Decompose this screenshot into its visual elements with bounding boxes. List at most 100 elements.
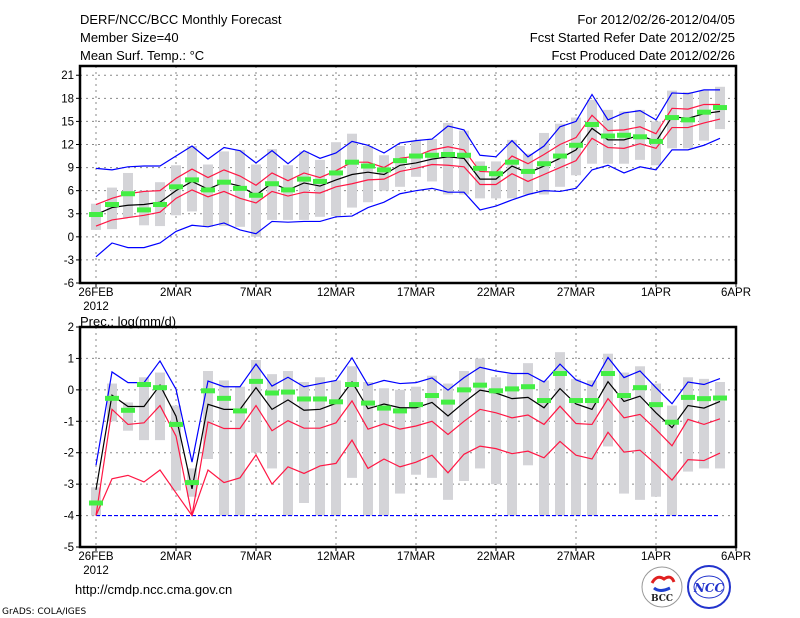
x-tick-label: 27MAR <box>557 551 595 563</box>
observation-marker <box>681 394 695 400</box>
ensemble-range-bar <box>507 139 517 199</box>
observation-marker <box>201 187 215 193</box>
observation-marker <box>473 165 487 171</box>
series-max-line <box>95 356 721 466</box>
y-tick-label: 12 <box>61 139 74 151</box>
observation-marker <box>601 133 615 139</box>
observation-marker <box>329 170 343 176</box>
observation-marker <box>169 421 183 427</box>
x-tick-label: 7MAR <box>240 551 272 563</box>
ensemble-range-bar <box>219 151 229 227</box>
y-tick-label: 15 <box>61 116 74 128</box>
observation-marker <box>505 159 519 165</box>
observation-marker <box>649 402 663 408</box>
ensemble-range-bar <box>523 153 533 195</box>
ensemble-range-bar <box>171 405 181 491</box>
ensemble-range-bar <box>459 130 469 195</box>
x-tick-label: 6APR <box>721 551 751 563</box>
observation-marker <box>489 171 503 177</box>
ensemble-range-bar <box>443 383 453 500</box>
observation-marker <box>457 152 471 158</box>
y-tick-label: 1 <box>68 353 74 365</box>
observation-marker <box>505 386 519 392</box>
observation-marker <box>89 500 103 506</box>
observation-marker <box>249 378 263 384</box>
series-mean-line <box>95 380 721 490</box>
ensemble-range-bar <box>683 377 693 472</box>
observation-marker <box>377 405 391 411</box>
ncc-logo-text: NCC <box>693 581 725 595</box>
observation-marker <box>185 480 199 486</box>
ensemble-range-bar <box>603 353 613 447</box>
observation-marker <box>601 371 615 377</box>
ensemble-range-bar <box>283 371 293 516</box>
observation-marker <box>665 115 679 121</box>
series-min-line <box>95 137 721 258</box>
y-tick-label: 2 <box>68 322 74 334</box>
ensemble-range-bar <box>347 366 357 478</box>
y-tick-label: 6 <box>68 186 74 198</box>
ensemble-range-bar <box>555 352 565 516</box>
observation-marker <box>585 121 599 127</box>
x-tick-label: 6APR <box>721 287 751 299</box>
observation-marker <box>521 384 535 390</box>
ensemble-range-bar <box>331 142 341 217</box>
member-size: Member Size=40 <box>80 30 179 45</box>
observation-marker <box>265 181 279 187</box>
ensemble-range-bar <box>459 371 469 481</box>
ensemble-range-bar <box>299 382 309 503</box>
ensemble-range-bar <box>235 386 245 516</box>
x-tick-label: 22MAR <box>477 287 515 299</box>
plot-frame <box>78 325 738 549</box>
observation-marker <box>185 177 199 183</box>
ensemble-range-bar <box>491 377 501 485</box>
forecast-period: For 2012/02/26-2012/04/05 <box>577 12 735 27</box>
ensemble-range-bar <box>715 382 725 469</box>
ensemble-range-bar <box>251 164 261 237</box>
precipitation-panel: -5 -4 -3 -2 -1 0 1 2 26FEB 2MAR 7MAR 12MAR 17MAR 22MA… <box>64 322 751 577</box>
forecast-produced-date: Fcst Produced Date 2012/02/26 <box>551 48 735 63</box>
y-tick-label: 3 <box>68 209 74 221</box>
series-mean-line <box>95 110 721 216</box>
x-tick-label: 17MAR <box>397 287 435 299</box>
ensemble-range-bar <box>651 383 661 497</box>
ensemble-range-bar <box>491 161 501 199</box>
x-tick-label: 12MAR <box>317 287 355 299</box>
grads-credit: GrADS: COLA/IGES <box>2 607 86 617</box>
observation-marker <box>617 393 631 399</box>
ensemble-range-bar <box>283 165 293 220</box>
ensemble-range-bar <box>379 155 389 191</box>
observation-marker <box>345 159 359 165</box>
observation-marker <box>473 382 487 388</box>
source-url[interactable]: http://cmdp.ncc.cma.gov.cn <box>75 582 232 597</box>
precip-panel-title: Prec.: log(mm/d) <box>80 314 176 329</box>
ensemble-range-bar <box>475 161 485 199</box>
ensemble-range-bar <box>699 378 709 469</box>
ensemble-range-bar <box>507 374 517 516</box>
x-tick-label: 26FEB <box>78 551 113 563</box>
ensemble-range-bar <box>267 374 277 469</box>
y-tick-label: 18 <box>61 93 74 105</box>
observation-marker <box>537 398 551 404</box>
observation-marker <box>537 161 551 167</box>
observation-marker <box>121 191 135 197</box>
ensemble-range-bar <box>299 151 309 220</box>
observation-marker <box>569 142 583 148</box>
ensemble-range-bar <box>523 363 533 466</box>
ensemble-range-bar <box>395 389 405 494</box>
observation-marker <box>361 163 375 169</box>
observation-marker <box>313 396 327 402</box>
y-tick-label: -3 <box>64 255 74 267</box>
observation-marker <box>633 385 647 391</box>
chart-title: DERF/NCC/BCC Monthly Forecast <box>80 12 282 27</box>
observation-marker <box>361 400 375 406</box>
observation-marker <box>153 385 167 391</box>
x-tick-label: 1APR <box>641 551 671 563</box>
x-tick-label: 1APR <box>641 287 671 299</box>
temperature-panel: -6 -3 0 3 6 9 12 15 18 21 26FEB 2MAR 7MAR 12MAR 17MAR 2… <box>61 64 751 313</box>
ensemble-range-bar <box>107 187 117 230</box>
x-year-label: 2012 <box>83 565 109 577</box>
observation-marker <box>233 185 247 191</box>
ensemble-range-bar <box>475 358 485 469</box>
x-year-label: 2012 <box>83 301 109 313</box>
